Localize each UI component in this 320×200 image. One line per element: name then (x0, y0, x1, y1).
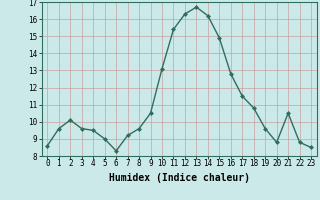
X-axis label: Humidex (Indice chaleur): Humidex (Indice chaleur) (109, 173, 250, 183)
